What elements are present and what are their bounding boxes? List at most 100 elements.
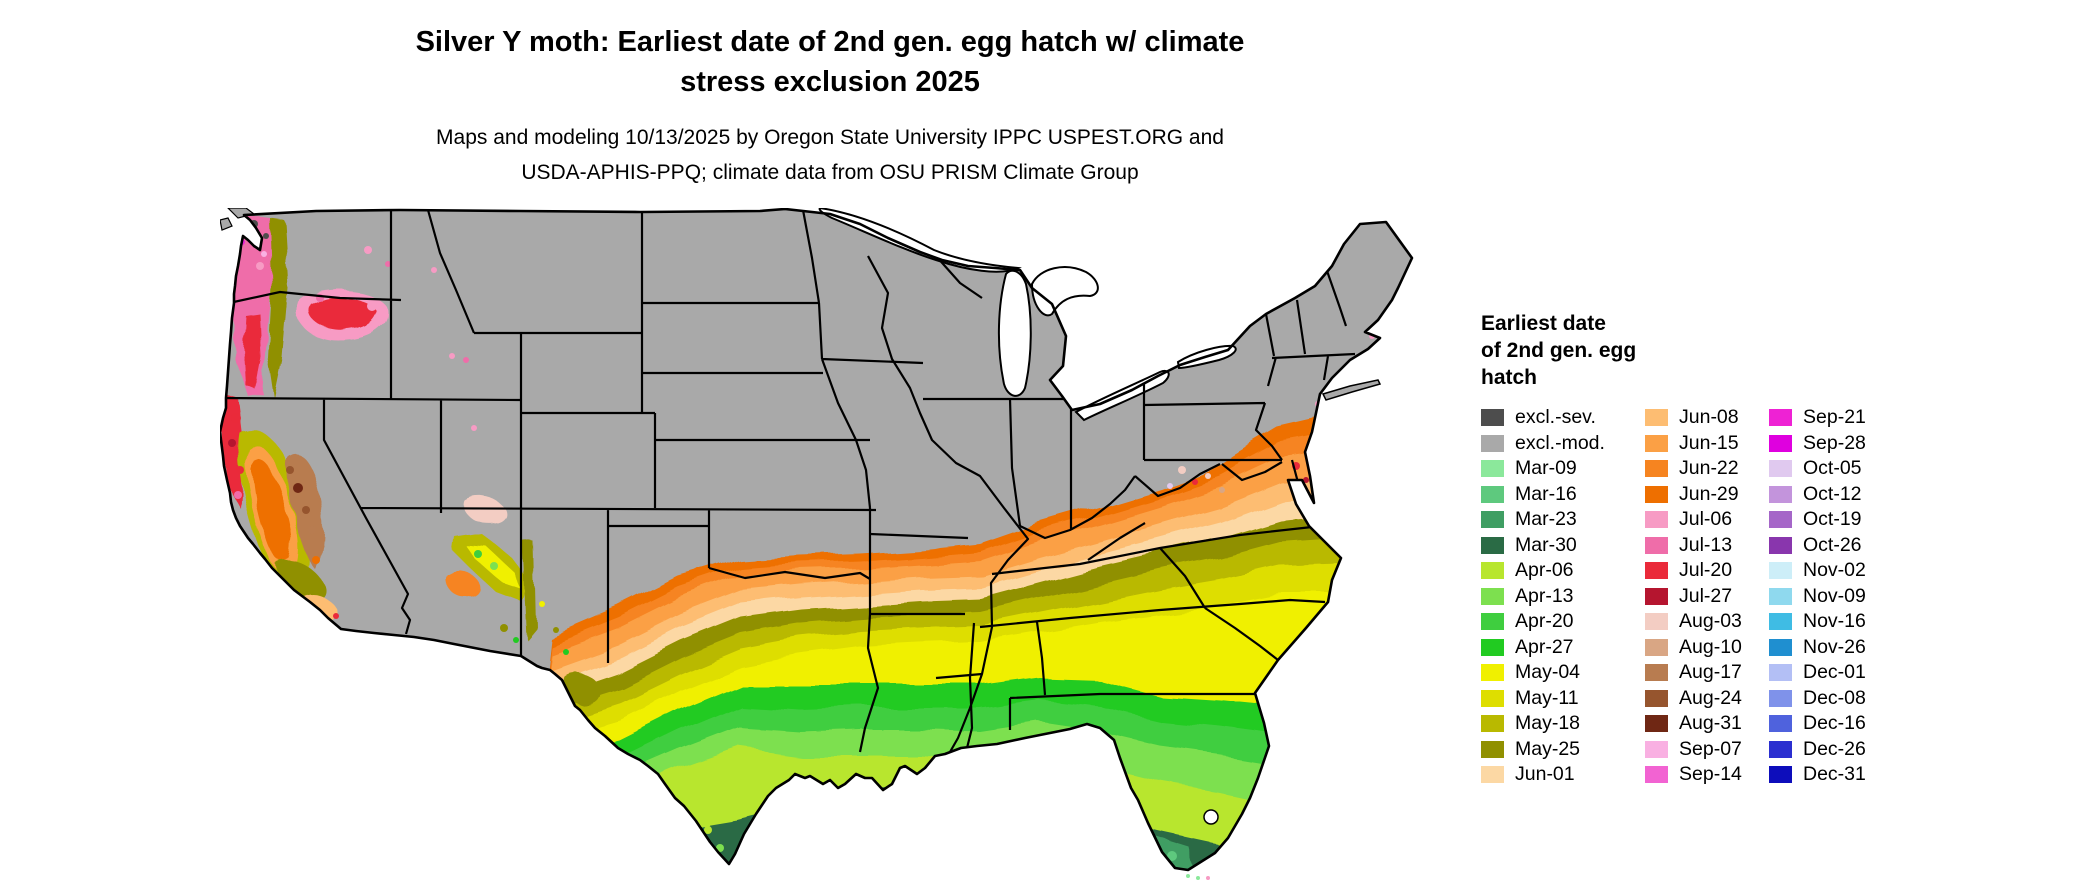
lake-michigan xyxy=(997,269,1032,397)
legend-label: Dec-31 xyxy=(1803,763,1866,786)
legend-swatch xyxy=(1645,409,1668,427)
legend-row: Mar-23 xyxy=(1481,507,1645,533)
legend-swatch xyxy=(1481,460,1504,478)
legend-row: May-18 xyxy=(1481,711,1645,737)
legend-label: May-18 xyxy=(1515,712,1581,735)
legend-label: Jul-27 xyxy=(1679,584,1733,607)
legend-label: Jul-13 xyxy=(1679,533,1733,556)
nm-west-patch xyxy=(522,540,536,640)
legend-label: excl.-mod. xyxy=(1515,431,1605,454)
florida-keys xyxy=(1186,874,1210,880)
legend-label: Nov-26 xyxy=(1803,635,1866,658)
legend-row: Oct-26 xyxy=(1769,533,1911,559)
legend-row: Sep-14 xyxy=(1645,762,1769,788)
legend-title: Earliest date of 2nd gen. egg hatch xyxy=(1481,310,1951,391)
wtx-patch xyxy=(562,672,601,706)
ca-valley-core xyxy=(252,458,292,562)
legend-swatch xyxy=(1481,587,1504,605)
legend-swatch xyxy=(1481,664,1504,682)
legend-swatch xyxy=(1481,740,1504,758)
legend-column: Sep-21 Sep-28 Oct-05 Oct-12 Oct-19 Oct-26 Nov-… xyxy=(1769,405,1911,788)
legend-swatch xyxy=(1769,485,1792,503)
legend-label: Aug-31 xyxy=(1679,712,1742,735)
legend-column: excl.-sev. excl.-mod. Mar-09 Mar-16 Mar-23 Ma… xyxy=(1481,405,1645,788)
map-band-mar-30 xyxy=(520,786,1412,870)
legend-swatch xyxy=(1481,434,1504,452)
legend-label: Sep-07 xyxy=(1679,737,1742,760)
legend-label: Mar-30 xyxy=(1515,533,1577,556)
legend-row: Apr-13 xyxy=(1481,584,1645,610)
legend-swatch xyxy=(1769,664,1792,682)
legend-label: Oct-05 xyxy=(1803,457,1862,480)
legend-label: Apr-27 xyxy=(1515,635,1574,658)
legend-label: Sep-28 xyxy=(1803,431,1866,454)
legend-swatch xyxy=(1769,409,1792,427)
legend-row: Apr-20 xyxy=(1481,609,1645,635)
legend-row: Jun-22 xyxy=(1645,456,1769,482)
legend-swatch xyxy=(1645,766,1668,784)
legend-swatch xyxy=(1769,511,1792,529)
legend-row: Nov-09 xyxy=(1769,584,1911,610)
legend-row: Dec-31 xyxy=(1769,762,1911,788)
legend-row: excl.-sev. xyxy=(1481,405,1645,431)
legend-swatch xyxy=(1769,740,1792,758)
legend-swatch xyxy=(1645,740,1668,758)
legend-swatch xyxy=(1481,689,1504,707)
legend-swatch xyxy=(1645,689,1668,707)
legend-label: Jul-06 xyxy=(1679,508,1733,531)
legend-row: Jul-20 xyxy=(1645,558,1769,584)
legend-swatch xyxy=(1645,562,1668,580)
legend-row: Jun-15 xyxy=(1645,431,1769,457)
legend-swatch xyxy=(1769,689,1792,707)
legend-row: Dec-08 xyxy=(1769,686,1911,712)
legend-swatch xyxy=(1769,562,1792,580)
legend-label: Mar-09 xyxy=(1515,457,1577,480)
legend-row: Mar-30 xyxy=(1481,533,1645,559)
legend-row: Dec-26 xyxy=(1769,737,1911,763)
title-line-2: stress exclusion 2025 xyxy=(680,66,980,98)
map-legend: Earliest date of 2nd gen. egg hatch excl… xyxy=(1481,310,1951,788)
legend-label: Sep-14 xyxy=(1679,763,1742,786)
legend-row: May-11 xyxy=(1481,686,1645,712)
legend-label: Apr-06 xyxy=(1515,559,1574,582)
legend-swatch xyxy=(1481,715,1504,733)
legend-row: Sep-21 xyxy=(1769,405,1911,431)
legend-swatch xyxy=(1769,536,1792,554)
legend-title-line-1: Earliest date xyxy=(1481,312,1606,335)
legend-label: Dec-08 xyxy=(1803,686,1866,709)
subtitle-line-1: Maps and modeling 10/13/2025 by Oregon S… xyxy=(436,126,1224,149)
legend-label: May-25 xyxy=(1515,737,1581,760)
legend-swatch xyxy=(1645,434,1668,452)
legend-label: Aug-03 xyxy=(1679,610,1742,633)
legend-row: Jun-01 xyxy=(1481,762,1645,788)
page-subtitle: Maps and modeling 10/13/2025 by Oregon S… xyxy=(300,120,1360,190)
legend-label: Nov-02 xyxy=(1803,559,1866,582)
legend-row: May-25 xyxy=(1481,737,1645,763)
legend-swatch xyxy=(1645,536,1668,554)
legend-label: Aug-10 xyxy=(1679,635,1742,658)
legend-swatch xyxy=(1645,511,1668,529)
legend-title-line-3: hatch xyxy=(1481,366,1538,389)
us-map-svg xyxy=(220,208,1414,880)
legend-label: May-04 xyxy=(1515,661,1581,684)
legend-row: Aug-10 xyxy=(1645,635,1769,661)
legend-label: Dec-26 xyxy=(1803,737,1866,760)
legend-label: Nov-16 xyxy=(1803,610,1866,633)
legend-swatch xyxy=(1769,766,1792,784)
legend-swatch xyxy=(1645,460,1668,478)
legend-swatch xyxy=(1769,638,1792,656)
legend-swatch xyxy=(1769,460,1792,478)
legend-row: excl.-mod. xyxy=(1481,431,1645,457)
legend-swatch xyxy=(1481,409,1504,427)
legend-row: Mar-09 xyxy=(1481,456,1645,482)
legend-row: Oct-05 xyxy=(1769,456,1911,482)
legend-row: Jun-08 xyxy=(1645,405,1769,431)
legend-swatch xyxy=(1645,664,1668,682)
long-island xyxy=(1321,379,1382,401)
legend-row: Jun-29 xyxy=(1645,482,1769,508)
us-choropleth-map xyxy=(220,208,1446,884)
legend-label: Aug-24 xyxy=(1679,686,1742,709)
lake-superior xyxy=(818,208,1022,273)
legend-row: Aug-31 xyxy=(1645,711,1769,737)
